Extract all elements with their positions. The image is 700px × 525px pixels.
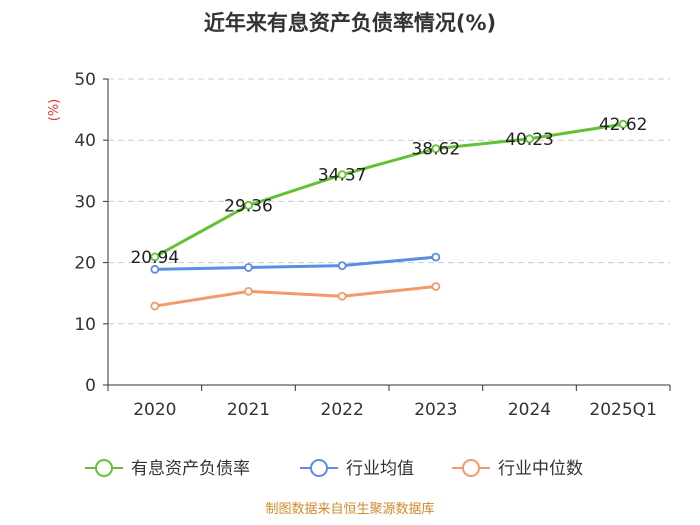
data-point xyxy=(431,282,441,291)
data-point xyxy=(618,119,628,129)
data-point xyxy=(150,264,160,274)
legend-swatch-marker xyxy=(310,459,328,477)
series-line-2 xyxy=(153,284,438,308)
data-label: 40.23 xyxy=(505,130,554,150)
y-axis-unit: (%) xyxy=(47,99,62,122)
data-point xyxy=(244,200,253,210)
data-point xyxy=(337,291,347,301)
series-group xyxy=(150,119,628,311)
data-label: 38.62 xyxy=(411,140,460,160)
y-tick-labels: 0 10 20 30 40 50 xyxy=(74,70,96,396)
legend-swatch-marker xyxy=(95,459,113,477)
data-label: 29.36 xyxy=(224,196,273,216)
x-tick-label: 2024 xyxy=(508,400,551,420)
data-point xyxy=(431,252,441,262)
x-tick-label: 2020 xyxy=(133,400,176,420)
x-tick-label: 2022 xyxy=(321,400,364,420)
axes xyxy=(103,78,671,391)
source-note: 制图数据来自恒生聚源数据库 xyxy=(265,501,434,517)
y-tick-label: 30 xyxy=(74,192,96,212)
x-tick-label: 2023 xyxy=(414,400,457,420)
data-point xyxy=(337,170,347,180)
x-tick-labels: 2020 2021 2022 2023 2024 2025Q1 xyxy=(133,400,657,420)
x-tick-label: 2021 xyxy=(227,400,270,420)
y-tick-label: 20 xyxy=(74,254,96,274)
data-point xyxy=(337,261,347,271)
y-tick-label: 10 xyxy=(74,315,96,335)
x-tick-label: 2025Q1 xyxy=(589,400,656,420)
data-point xyxy=(244,286,253,296)
y-tick-label: 40 xyxy=(74,131,96,151)
legend: 有息资产负债率 行业均值 行业中位数 xyxy=(85,459,583,479)
legend-swatch-marker xyxy=(462,459,480,477)
legend-label: 行业均值 xyxy=(346,459,414,479)
data-labels: 20.94 29.36 34.37 38.62 40.23 42.62 xyxy=(130,115,647,268)
legend-label: 有息资产负债率 xyxy=(131,459,250,479)
data-label: 34.37 xyxy=(318,166,367,186)
series-line-0 xyxy=(153,122,625,259)
data-label: 42.62 xyxy=(599,115,648,135)
y-tick-label: 0 xyxy=(85,376,96,396)
data-point xyxy=(525,134,534,144)
data-point xyxy=(244,263,253,272)
series-line-1 xyxy=(153,255,438,271)
data-point xyxy=(431,144,441,154)
chart-title: 近年来有息资产负债率情况(%) xyxy=(204,11,496,35)
data-point xyxy=(150,252,160,262)
data-label: 20.94 xyxy=(130,248,179,268)
legend-label: 行业中位数 xyxy=(498,459,583,479)
gridlines xyxy=(108,78,670,325)
y-tick-label: 50 xyxy=(74,70,96,90)
data-point xyxy=(150,301,160,311)
